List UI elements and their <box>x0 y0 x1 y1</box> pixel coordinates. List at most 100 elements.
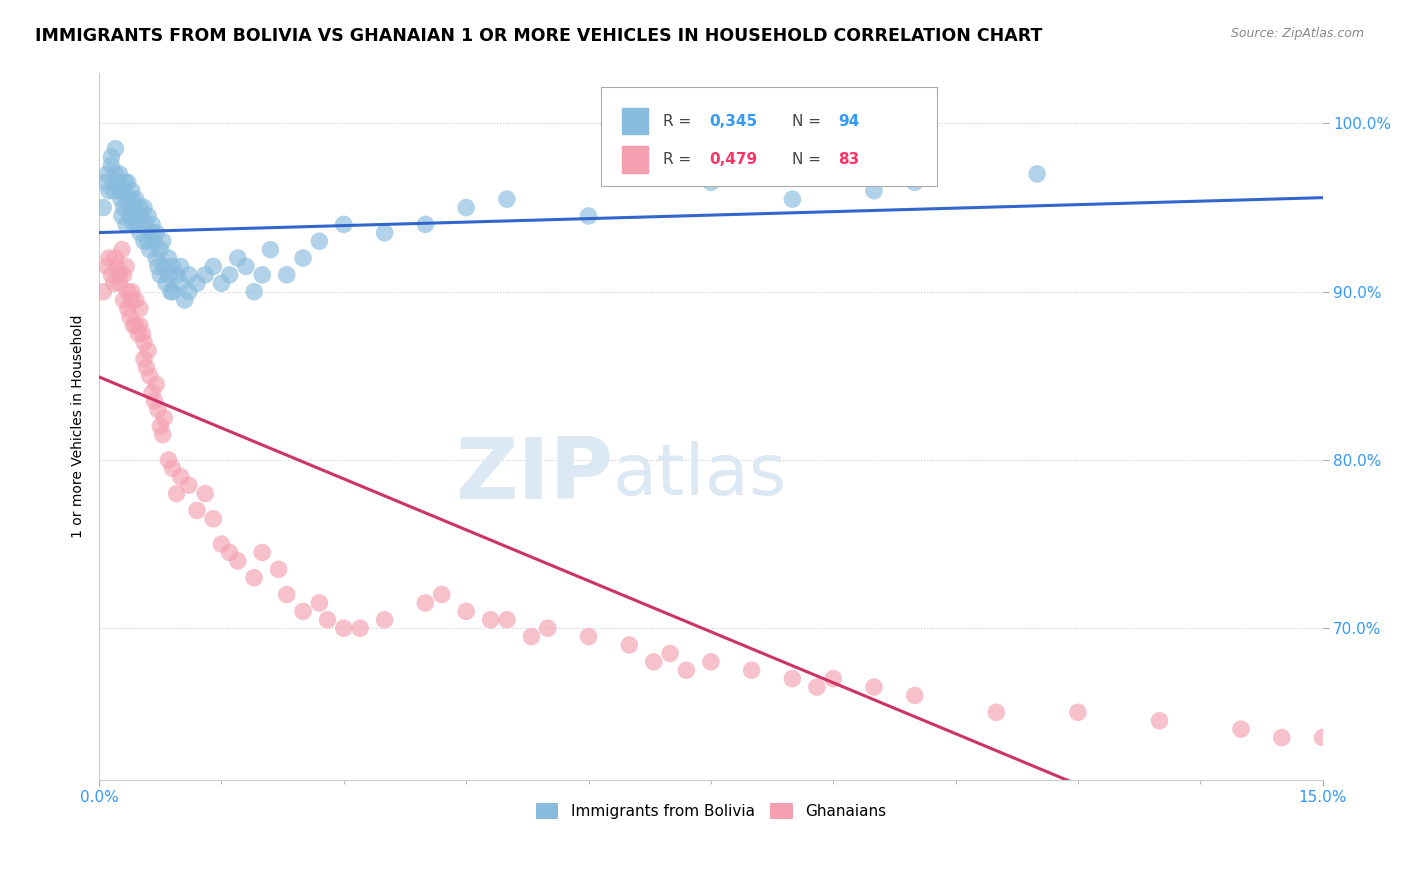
Point <box>117 285 139 299</box>
Point <box>333 621 356 635</box>
Legend: Immigrants from Bolivia, Ghanaians: Immigrants from Bolivia, Ghanaians <box>530 797 893 825</box>
Point <box>145 377 167 392</box>
Point <box>132 335 155 350</box>
Point <box>349 621 371 635</box>
Text: IMMIGRANTS FROM BOLIVIA VS GHANAIAN 1 OR MORE VEHICLES IN HOUSEHOLD CORRELATION : IMMIGRANTS FROM BOLIVIA VS GHANAIAN 1 OR… <box>35 27 1042 45</box>
Point <box>1271 731 1294 745</box>
Point <box>100 159 122 173</box>
Point <box>120 310 142 324</box>
Point <box>173 293 195 307</box>
Point <box>114 175 136 189</box>
Point <box>226 554 249 568</box>
Point <box>177 285 200 299</box>
Point <box>194 486 217 500</box>
Point <box>162 285 184 299</box>
Text: 94: 94 <box>838 113 859 128</box>
Point <box>112 293 135 307</box>
Text: N =: N = <box>792 153 825 168</box>
Bar <box>621 108 648 135</box>
Text: R =: R = <box>664 153 696 168</box>
Point <box>104 251 127 265</box>
Point <box>143 394 166 409</box>
Point <box>456 604 478 618</box>
Point <box>782 672 804 686</box>
Point <box>333 218 356 232</box>
Point <box>94 175 117 189</box>
Point <box>863 680 886 694</box>
Text: N =: N = <box>792 113 825 128</box>
Point <box>415 218 437 232</box>
Point <box>202 512 225 526</box>
Point <box>308 234 330 248</box>
Point <box>138 368 160 383</box>
Point <box>259 243 281 257</box>
Point <box>1312 731 1334 745</box>
Point <box>276 268 298 282</box>
Point <box>108 167 131 181</box>
Point <box>122 201 145 215</box>
Point <box>108 184 131 198</box>
Point <box>218 268 240 282</box>
Point <box>155 277 177 291</box>
Point <box>292 604 315 618</box>
Point <box>97 184 120 198</box>
Text: 0,479: 0,479 <box>710 153 758 168</box>
Point <box>741 663 763 677</box>
Point <box>121 192 143 206</box>
Point <box>166 486 188 500</box>
Point <box>643 655 665 669</box>
Point <box>129 201 152 215</box>
Point <box>129 226 152 240</box>
Point <box>117 175 139 189</box>
Point <box>136 234 159 248</box>
Point <box>105 260 128 274</box>
Point <box>986 706 1008 720</box>
Point <box>122 218 145 232</box>
Point <box>170 260 193 274</box>
Point <box>700 175 723 189</box>
Point <box>103 277 125 291</box>
Point <box>904 175 927 189</box>
Point <box>111 209 134 223</box>
Point <box>1067 706 1090 720</box>
Point <box>243 285 266 299</box>
Point <box>153 260 176 274</box>
Point <box>292 251 315 265</box>
Point <box>308 596 330 610</box>
Point <box>136 209 159 223</box>
Point <box>456 201 478 215</box>
Point <box>135 360 157 375</box>
Point <box>153 410 176 425</box>
Point <box>104 142 127 156</box>
Point <box>146 402 169 417</box>
Point <box>121 184 143 198</box>
Point <box>578 209 600 223</box>
Point <box>659 647 682 661</box>
Point <box>1149 714 1171 728</box>
Point <box>162 260 184 274</box>
Y-axis label: 1 or more Vehicles in Household: 1 or more Vehicles in Household <box>72 315 86 538</box>
Point <box>806 680 828 694</box>
Point <box>177 268 200 282</box>
Point <box>145 226 167 240</box>
Point <box>91 285 114 299</box>
Point <box>904 689 927 703</box>
Point <box>149 243 172 257</box>
Point <box>108 277 131 291</box>
Point <box>1026 167 1049 181</box>
Text: 0,345: 0,345 <box>710 113 758 128</box>
Point <box>125 192 148 206</box>
Point <box>157 453 180 467</box>
Point <box>142 234 165 248</box>
Point <box>115 260 138 274</box>
Point <box>141 218 163 232</box>
Point <box>146 260 169 274</box>
Point <box>186 277 208 291</box>
Point <box>117 301 139 316</box>
Point <box>100 150 122 164</box>
Point <box>157 268 180 282</box>
Point <box>166 268 188 282</box>
Point <box>141 226 163 240</box>
Point <box>149 419 172 434</box>
Point <box>619 638 641 652</box>
